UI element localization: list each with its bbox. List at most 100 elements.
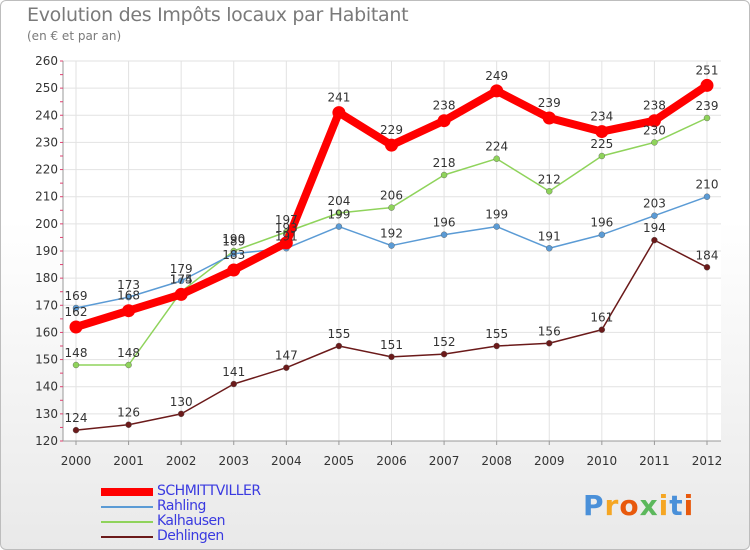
- data-label: 196: [590, 216, 613, 230]
- x-tick-label: 2009: [534, 454, 565, 468]
- data-point: [493, 223, 500, 230]
- data-label: 179: [170, 262, 193, 276]
- chart-subtitle: (en € et par an): [27, 29, 122, 43]
- data-label: 173: [117, 278, 140, 292]
- data-label: 194: [643, 221, 666, 235]
- x-tick-label: 2003: [218, 454, 249, 468]
- data-label: 151: [380, 338, 403, 352]
- data-point: [230, 380, 237, 388]
- data-label: 174: [170, 272, 193, 286]
- data-point: [174, 287, 188, 301]
- data-point: [125, 293, 132, 301]
- data-label: 169: [65, 289, 88, 303]
- legend-label: Kalhausen: [157, 513, 226, 529]
- data-point: [177, 277, 185, 285]
- data-label: 190: [222, 232, 245, 246]
- data-point: [542, 111, 556, 125]
- logo-letter: P: [583, 489, 605, 522]
- data-point: [227, 263, 241, 277]
- data-label: 196: [433, 216, 456, 230]
- logo-letter: x: [639, 489, 659, 522]
- y-tick-label: 180: [35, 271, 58, 285]
- data-point: [546, 245, 553, 252]
- x-tick-label: 2007: [429, 454, 460, 468]
- data-label: 204: [327, 194, 350, 208]
- legend-item: SCHMITTVILLER: [101, 484, 261, 499]
- data-label: 239: [538, 96, 561, 110]
- legend-label: Dehlingen: [157, 528, 224, 544]
- data-point: [595, 125, 609, 139]
- data-label: 168: [117, 289, 140, 303]
- data-label: 212: [538, 172, 561, 186]
- data-label: 147: [275, 349, 298, 363]
- data-label: 189: [222, 235, 245, 249]
- data-label: 234: [590, 110, 613, 124]
- legend-swatch: [101, 535, 153, 538]
- data-label: 126: [117, 406, 140, 420]
- data-point: [598, 326, 606, 333]
- data-point: [279, 236, 293, 250]
- data-point: [122, 304, 136, 318]
- legend-item: Rahling: [101, 499, 261, 514]
- y-tick-label: 230: [35, 135, 58, 149]
- data-label: 191: [275, 229, 298, 243]
- data-point: [546, 340, 553, 347]
- data-point: [440, 231, 448, 238]
- data-point: [440, 171, 448, 179]
- data-point: [703, 193, 711, 200]
- data-point: [283, 364, 290, 371]
- data-point: [437, 114, 451, 128]
- data-label: 161: [590, 311, 613, 325]
- data-point: [72, 361, 80, 369]
- data-label: 206: [380, 189, 403, 203]
- data-label: 184: [696, 248, 719, 262]
- data-point: [125, 361, 132, 369]
- data-label: 230: [643, 123, 666, 137]
- data-label: 152: [433, 335, 456, 349]
- data-point: [440, 350, 448, 358]
- data-label: 241: [327, 91, 350, 105]
- y-tick-label: 170: [35, 298, 58, 312]
- x-tick-label: 2005: [324, 454, 355, 468]
- data-label: 124: [65, 411, 88, 425]
- data-label: 175: [170, 273, 193, 287]
- data-point: [72, 304, 80, 312]
- data-point: [332, 106, 346, 120]
- y-tick-label: 210: [35, 190, 58, 204]
- data-point: [703, 114, 711, 122]
- data-point: [72, 426, 80, 434]
- data-point: [335, 342, 343, 350]
- y-tick-label: 220: [35, 163, 58, 177]
- logo-letter: o: [619, 489, 640, 522]
- data-label: 210: [696, 178, 719, 192]
- y-tick-label: 120: [35, 434, 58, 448]
- data-point: [493, 155, 500, 162]
- data-point: [177, 410, 185, 418]
- data-label: 156: [538, 324, 561, 338]
- y-tick-label: 130: [35, 407, 58, 421]
- legend-label: Rahling: [157, 498, 206, 514]
- data-point: [69, 320, 83, 334]
- data-label: 155: [327, 327, 350, 341]
- logo-letter: i: [658, 489, 670, 522]
- x-tick-label: 2010: [587, 454, 618, 468]
- x-tick-label: 2012: [692, 454, 723, 468]
- data-label: 130: [170, 395, 193, 409]
- data-label: 238: [643, 99, 666, 113]
- y-tick-label: 160: [35, 325, 58, 339]
- data-label: 251: [696, 63, 719, 77]
- x-tick-label: 2008: [481, 454, 512, 468]
- x-tick-label: 2002: [166, 454, 197, 468]
- data-label: 148: [117, 346, 140, 360]
- data-label: 249: [485, 69, 508, 83]
- data-label: 225: [590, 137, 613, 151]
- data-label: 238: [433, 99, 456, 113]
- legend-item: Kalhausen: [101, 514, 261, 529]
- legend: SCHMITTVILLER Rahling Kalhausen Dehlingen: [101, 484, 261, 544]
- legend-swatch: [101, 520, 153, 523]
- data-label: 197: [275, 213, 298, 227]
- data-point: [651, 139, 658, 146]
- y-tick-label: 190: [35, 244, 58, 258]
- data-point: [651, 212, 658, 219]
- data-label: 199: [485, 208, 508, 222]
